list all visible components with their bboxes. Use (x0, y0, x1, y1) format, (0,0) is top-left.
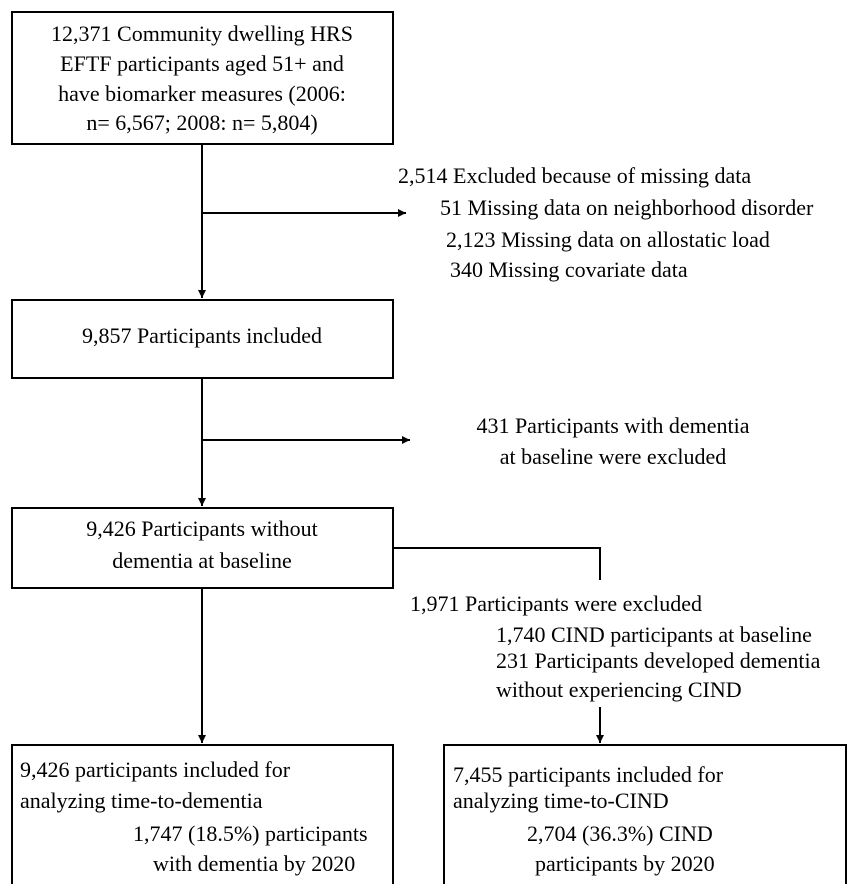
box (11, 11, 394, 145)
box-text: 7,455 participants included for (453, 762, 724, 787)
exclusion-text: at baseline were excluded (500, 444, 727, 469)
exclusion-text: 1,971 Participants were excluded (410, 591, 702, 616)
box (11, 299, 394, 379)
box-text: 12,371 Community dwelling HRS (51, 21, 353, 46)
box-text: with dementia by 2020 (153, 851, 355, 876)
exclusion-text: 2,514 Excluded because of missing data (398, 163, 751, 188)
box (443, 744, 847, 884)
box-text: 1,747 (18.5%) participants (133, 821, 368, 846)
exclusion-text: without experiencing CIND (496, 677, 742, 702)
box-text: 9,426 Participants without (86, 516, 318, 541)
exclusion-text: 51 Missing data on neighborhood disorder (440, 195, 814, 220)
box-text: dementia at baseline (112, 548, 292, 573)
exclusion-text: 1,740 CIND participants at baseline (496, 622, 812, 647)
box-text: n= 6,567; 2008: n= 5,804) (86, 110, 317, 135)
box-text: 2,704 (36.3%) CIND (527, 821, 713, 846)
connector (393, 547, 601, 580)
exclusion-text: 340 Missing covariate data (450, 257, 688, 282)
box-text: participants by 2020 (535, 851, 715, 876)
box-text: 9,426 participants included for (20, 757, 291, 782)
box-text: have biomarker measures (2006: (58, 81, 346, 106)
box (11, 507, 394, 589)
box-text: analyzing time-to-CIND (453, 788, 669, 813)
exclusion-text: 431 Participants with dementia (476, 413, 749, 438)
box-text: analyzing time-to-dementia (20, 788, 263, 813)
box (11, 744, 394, 884)
box-text: EFTF participants aged 51+ and (60, 51, 344, 76)
exclusion-text: 2,123 Missing data on allostatic load (446, 227, 770, 252)
box-text: 9,857 Participants included (82, 323, 322, 348)
exclusion-text: 231 Participants developed dementia (496, 648, 821, 673)
